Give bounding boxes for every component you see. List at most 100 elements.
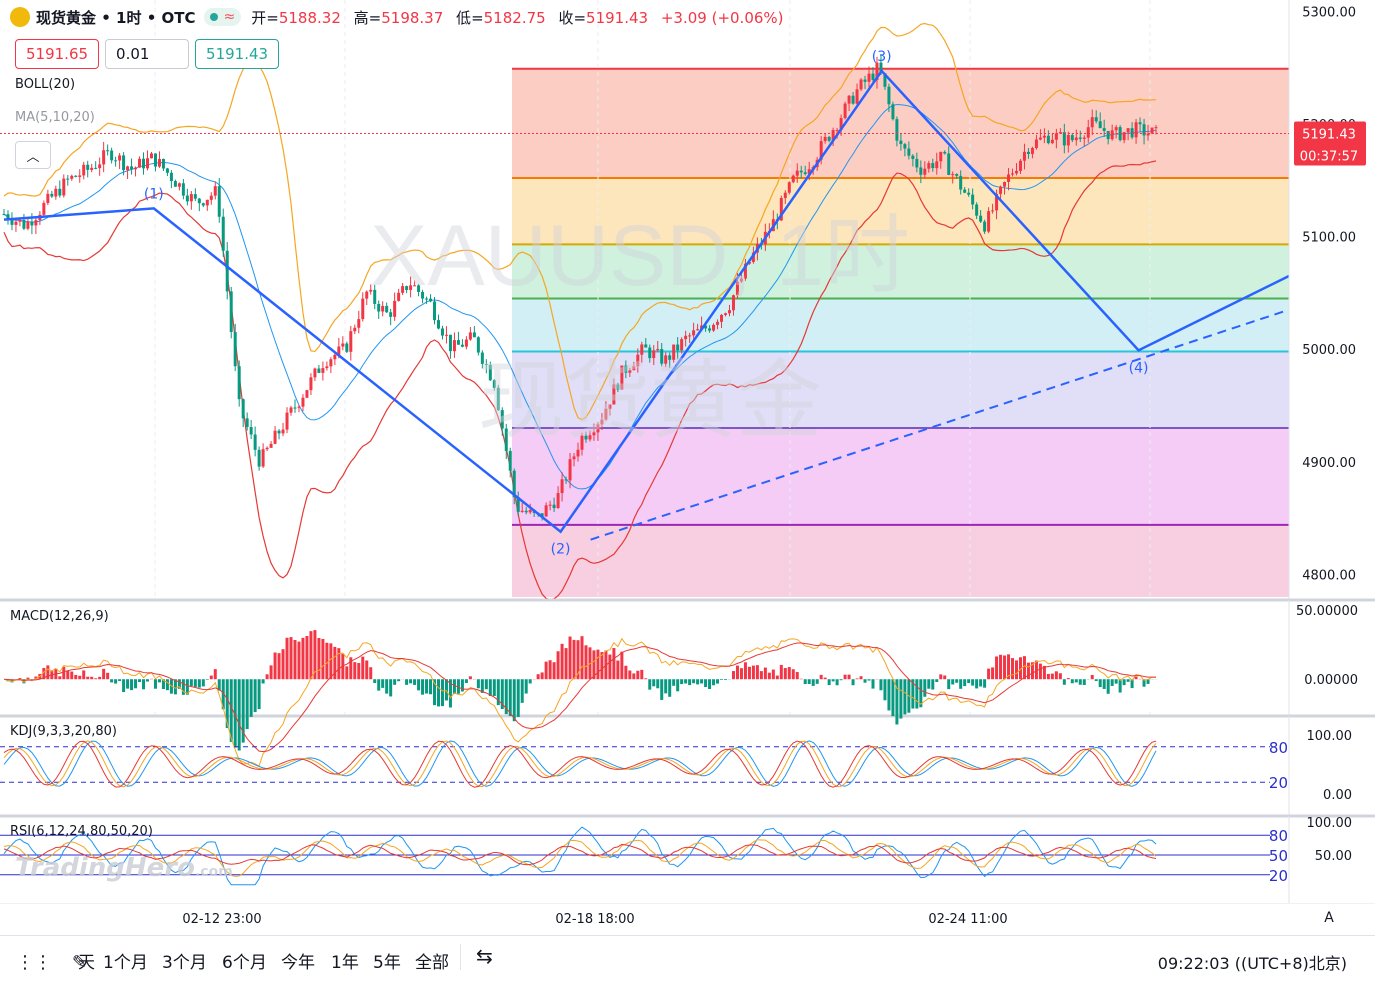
tf-1y[interactable]: 1年 (331, 948, 359, 973)
macd-hist-bar (788, 667, 791, 679)
pencil-icon[interactable]: ✎ (72, 952, 87, 973)
quantity-input[interactable]: 0.01 (105, 39, 189, 69)
high-value: 5198.37 (381, 9, 443, 27)
macd-hist-bar (883, 679, 886, 700)
candle-body (313, 369, 316, 378)
macd-hist-bar (624, 666, 627, 679)
market-status[interactable]: ≈ (204, 8, 242, 26)
macd-hist-bar (951, 679, 954, 684)
macd-hist-bar (545, 662, 548, 680)
candle-body (684, 336, 687, 339)
boll-legend[interactable]: BOLL(20) (15, 77, 75, 92)
candle-body (361, 299, 364, 319)
candle-body (852, 96, 855, 104)
macd-hist-bar (748, 667, 751, 679)
price-tick-label: 5000.00 (1302, 343, 1356, 358)
macd-hist-bar (1127, 679, 1130, 682)
candle-body (3, 214, 6, 215)
clock[interactable]: 09:22:03 ((UTC+8)北京) (1158, 950, 1347, 974)
candle-body (1079, 138, 1082, 139)
chart-canvas[interactable]: (1)(2)(3)(4) 4800.004900.005000.005100.0… (0, 0, 1375, 935)
candle-body (317, 369, 320, 373)
macd-hist-bar (74, 675, 77, 679)
candle-body (1131, 128, 1134, 137)
candle-body (158, 159, 161, 167)
candle-body (923, 169, 926, 175)
candle-body (680, 339, 683, 350)
candle-body (186, 196, 189, 202)
candle-body (30, 222, 33, 226)
macd-hist-bar (317, 638, 320, 679)
macd-hist-bar (477, 679, 480, 688)
macd-hist-bar (620, 652, 623, 680)
candle-body (305, 390, 308, 398)
macd-hist-bar (756, 665, 759, 679)
price-tick-label: 4900.00 (1302, 456, 1356, 471)
candle-body (62, 179, 65, 196)
candle-body (106, 150, 109, 151)
candle-body (1003, 182, 1006, 187)
tf-6m[interactable]: 6个月 (222, 948, 267, 973)
macd-hist-bar (353, 662, 356, 679)
macd-hist-bar (194, 679, 197, 687)
candle-body (266, 448, 269, 449)
buy-button[interactable]: 5191.43 (195, 39, 279, 69)
macd-hist-bar (852, 679, 855, 685)
candle-body (238, 366, 241, 399)
tf-ytd[interactable]: 今年 (281, 948, 315, 973)
grip-icon[interactable]: ⋮⋮ (16, 952, 52, 973)
macd-hist-bar (684, 679, 687, 683)
macd-hist-bar (808, 679, 811, 684)
ma-legend[interactable]: MA(5,10,20) (15, 110, 95, 125)
candle-body (461, 345, 464, 347)
candle-body (784, 193, 787, 198)
macd-hist-bar (541, 672, 544, 679)
date-range-icon[interactable]: ⇆ (476, 944, 493, 968)
candle-body (1155, 127, 1158, 128)
candle-body (102, 150, 105, 164)
macd-hist-bar (947, 679, 950, 689)
tf-5y[interactable]: 5年 (373, 948, 401, 973)
macd-hist-bar (891, 679, 894, 716)
macd-hist-bar (138, 679, 141, 682)
macd-hist-bar (206, 679, 209, 680)
macd-hist-bar (90, 677, 93, 679)
close-value: 5191.43 (586, 9, 648, 27)
macd-hist-bar (616, 661, 619, 680)
candle-body (86, 165, 89, 170)
candle-body (955, 174, 958, 176)
candle-body (194, 194, 197, 199)
macd-hist-bar (1135, 677, 1138, 680)
symbol-title[interactable]: 现货黄金 • 1时 • OTC (36, 7, 196, 28)
macd-hist-bar (856, 678, 859, 679)
macd-legend[interactable]: MACD(12,26,9) (10, 609, 109, 624)
tf-3m[interactable]: 3个月 (162, 948, 207, 973)
candle-body (226, 251, 229, 292)
rsi-tick-label: 100.00 (1307, 816, 1353, 831)
macd-hist-bar (266, 674, 269, 679)
candle-body (74, 176, 77, 177)
candle-body (449, 335, 452, 351)
macd-hist-bar (258, 679, 261, 709)
sell-button[interactable]: 5191.65 (15, 39, 99, 69)
macd-hist-bar (1123, 679, 1126, 685)
candle-body (836, 130, 839, 131)
tf-all[interactable]: 全部 (415, 948, 449, 973)
candle-body (274, 431, 277, 444)
fib-zone (512, 69, 1289, 178)
macd-hist-bar (569, 637, 572, 680)
macd-hist-bar (1039, 664, 1042, 680)
macd-hist-bar (485, 679, 488, 689)
collapse-legend-button[interactable]: ︿ (15, 141, 51, 169)
candle-body (864, 80, 867, 82)
high-label: 高 (354, 9, 369, 27)
macd-hist-bar (166, 679, 169, 690)
tf-1m[interactable]: 1个月 (103, 948, 148, 973)
macd-hist-bar (345, 666, 348, 679)
auto-scale-button[interactable]: A (1317, 907, 1341, 929)
macd-hist-bar (373, 679, 376, 683)
kdj-legend[interactable]: KDJ(9,3,3,20,80) (10, 724, 117, 739)
macd-hist-bar (405, 679, 408, 685)
rsi-legend[interactable]: RSI(6,12,24,80,50,20) (10, 824, 153, 839)
candle-body (242, 399, 245, 418)
